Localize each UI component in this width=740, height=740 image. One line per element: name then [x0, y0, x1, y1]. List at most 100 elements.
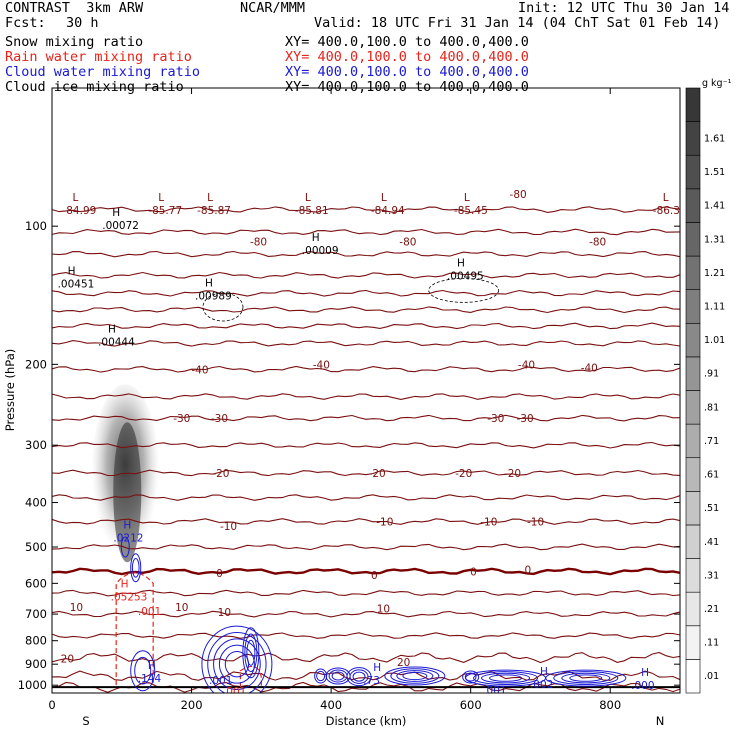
cloud-water-contour	[384, 666, 446, 686]
title-left: CONTRAST 3km ARW	[5, 0, 144, 16]
temperature-contour	[52, 250, 680, 258]
extremum-mark: H	[373, 662, 381, 674]
y-tick-label: 1000	[18, 678, 47, 692]
colorbar-swatch	[685, 659, 701, 694]
colorbar-swatch	[685, 423, 701, 459]
field-xy-cloud-ice: XY= 400.0,100.0 to 400.0,400.0	[285, 79, 529, 95]
extremum-value: .0212	[113, 533, 143, 545]
temperature-contour	[52, 441, 680, 449]
contour-label: 10	[70, 602, 83, 614]
colorbar-level-label: .41	[704, 537, 719, 548]
cloud-ice-contour	[202, 292, 244, 322]
cloud-water-contour	[346, 667, 372, 687]
contour-label: 20	[397, 657, 410, 669]
extremum-mark: H	[205, 277, 213, 289]
colorbar-swatch	[685, 524, 701, 559]
contour-label: -10	[376, 517, 393, 529]
colorbar-level-label: 1.11	[704, 301, 725, 312]
field-name-cloud-water: Cloud water mixing ratio	[5, 64, 201, 80]
extremum-value: .00495	[447, 271, 484, 283]
y-tick-label: 500	[25, 540, 47, 554]
temperature-contour	[52, 567, 680, 576]
colorbar-swatch	[685, 356, 701, 391]
field-xy-snow: XY= 400.0,100.0 to 400.0,400.0	[285, 34, 529, 50]
temperature-contour	[52, 494, 680, 501]
cloud-water-contour	[244, 633, 258, 673]
plot-frame	[51, 87, 681, 694]
snow-shading-core	[113, 422, 142, 563]
extremum-mark: H	[540, 666, 548, 678]
contour-label: -30	[487, 413, 504, 425]
cloud-water-contour	[545, 669, 627, 687]
cloud-water-contour	[131, 557, 140, 578]
contour-label: 20	[61, 654, 74, 666]
cloud-water-contour	[352, 671, 366, 682]
temperature-contour	[52, 651, 680, 664]
fcst-value: 30 h	[66, 15, 99, 31]
extremum-mark: H	[108, 324, 116, 336]
contour-label: -20	[504, 468, 521, 480]
y-tick-label: 700	[25, 607, 47, 621]
contour-label: -40	[191, 364, 208, 376]
extremum-value: -84.99	[62, 205, 96, 217]
cloud-water-contour	[224, 651, 250, 678]
cloud-water-contour	[246, 639, 256, 666]
cloud-water-contour	[218, 644, 255, 684]
end-label-north: N	[656, 714, 665, 728]
colorbar-swatch	[685, 457, 701, 492]
colorbar-level-label: .91	[704, 369, 719, 380]
temperature-contour	[52, 322, 680, 330]
extremum-mark: H	[123, 520, 131, 532]
contour-label: 0	[470, 566, 477, 578]
cloud-water-contour	[130, 650, 156, 692]
cloud-water-contour	[569, 674, 603, 682]
contour-label: -40	[581, 362, 598, 374]
colorbar-level-label: .61	[704, 470, 719, 481]
valid-time: Valid: 18 UTC Fri 31 Jan 14 (04 ChT Sat …	[314, 15, 721, 31]
extremum-mark: L	[663, 192, 669, 204]
colorbar-level-label: 1.01	[704, 335, 725, 346]
colorbar-level-label: .21	[704, 604, 719, 615]
contour-label: -30	[517, 413, 534, 425]
extremum-value: .73	[363, 675, 380, 687]
colorbar-level-label: 1.41	[704, 201, 725, 212]
contour-label: -80	[399, 237, 416, 249]
colorbar-swatch	[685, 625, 701, 660]
y-tick-label: 800	[25, 634, 47, 648]
extremum-value: .001	[223, 686, 246, 698]
temperature-contour	[52, 543, 680, 551]
colorbar-level-label: .71	[704, 436, 719, 447]
temperature-contour	[52, 206, 680, 213]
y-tick-label: 900	[25, 657, 47, 671]
extremum-value: .00451	[58, 278, 95, 290]
cloud-water-contour	[120, 536, 130, 558]
contour-label: 0	[216, 568, 223, 580]
extremum-mark: H	[457, 258, 465, 270]
extremum-mark: L	[207, 192, 213, 204]
contour-label: -10	[220, 521, 237, 533]
cloud-water-contour	[481, 672, 531, 684]
contour-label: -40	[518, 359, 535, 371]
end-label-south: S	[82, 714, 89, 728]
field-name-rain: Rain water mixing ratio	[5, 49, 192, 65]
colorbar-swatch	[685, 289, 701, 324]
colorbar-level-label: 1.21	[704, 268, 725, 279]
extremum-value: .05253	[111, 591, 148, 603]
colorbar-level-label: .81	[704, 402, 719, 413]
init-time: Init: 12 UTC Thu 30 Jan 14	[518, 0, 730, 16]
extremum-mark: H	[312, 232, 320, 244]
cloud-water-contour	[349, 669, 369, 684]
extremum-mark: L	[381, 192, 387, 204]
extremum-value: -86.3	[653, 205, 680, 217]
extremum-value: .00444	[98, 337, 135, 349]
y-tick-label: 200	[25, 357, 47, 371]
colorbar-swatch	[685, 188, 701, 223]
colorbar-swatch	[685, 255, 701, 290]
y-tick-label: 100	[25, 219, 47, 233]
cloud-water-contour	[402, 671, 428, 681]
cloud-ice-contour	[428, 277, 500, 303]
extremum-value: .001	[483, 685, 506, 697]
cloud-water-contour	[314, 668, 328, 684]
contour-label: -80	[250, 237, 267, 249]
